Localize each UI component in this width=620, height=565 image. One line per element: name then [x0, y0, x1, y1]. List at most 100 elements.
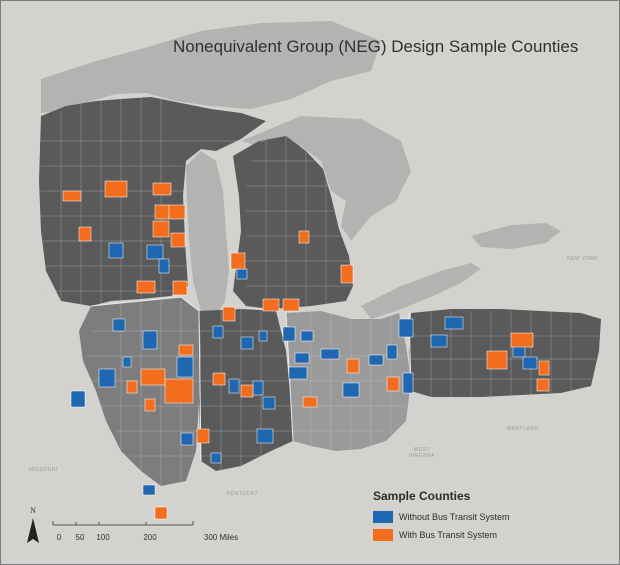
county-with-bus-transit: [178, 344, 194, 356]
county-boundaries: [41, 97, 599, 486]
county-without-bus-transit: [342, 382, 360, 398]
county-with-bus-transit: [136, 280, 156, 294]
county-with-bus-transit: [486, 350, 508, 370]
legend-swatch-without-bus: [373, 511, 393, 523]
legend-label: With Bus Transit System: [399, 530, 498, 540]
county-with-bus-transit: [212, 372, 226, 386]
county-with-bus-transit: [386, 376, 400, 392]
county-without-bus-transit: [212, 325, 224, 339]
county-with-bus-transit: [154, 506, 168, 520]
lake-michigan: [186, 151, 229, 316]
county-with-bus-transit: [346, 358, 360, 374]
county-without-bus-transit: [402, 372, 414, 394]
lake-erie: [361, 263, 481, 319]
counties-without-bus-transit: [70, 242, 538, 496]
county-without-bus-transit: [288, 366, 308, 380]
county-without-bus-transit: [146, 244, 164, 260]
county-without-bus-transit: [282, 326, 296, 342]
counties-with-bus-transit: [62, 180, 550, 520]
county-with-bus-transit: [302, 396, 318, 408]
north-arrow: N: [23, 506, 43, 515]
county-without-bus-transit: [320, 348, 340, 360]
place-label-missouri: MISSOURI: [29, 467, 58, 473]
legend-item: With Bus Transit System: [373, 529, 573, 541]
county-with-bus-transit: [196, 428, 210, 444]
region-illinois: [79, 297, 201, 486]
county-with-bus-transit: [144, 398, 156, 412]
county-without-bus-transit: [252, 380, 264, 396]
county-with-bus-transit: [262, 298, 280, 312]
county-with-bus-transit: [168, 204, 186, 220]
county-without-bus-transit: [256, 428, 274, 444]
scale-tick-label: 0: [56, 533, 62, 542]
scale-tick-label: 100: [96, 533, 110, 542]
legend-swatch-with-bus: [373, 529, 393, 541]
lake-superior: [41, 21, 381, 113]
county-with-bus-transit: [104, 180, 128, 198]
county-without-bus-transit: [236, 268, 248, 280]
place-label-maryland: MARYLAND: [507, 426, 539, 432]
county-with-bus-transit: [152, 182, 172, 196]
place-label-west-virginia: WEST VIRGINIA: [409, 447, 435, 459]
county-with-bus-transit: [298, 230, 310, 244]
county-with-bus-transit: [154, 204, 170, 220]
county-without-bus-transit: [240, 336, 254, 350]
county-with-bus-transit: [126, 380, 138, 394]
county-without-bus-transit: [142, 330, 158, 350]
county-without-bus-transit: [176, 356, 194, 378]
county-without-bus-transit: [98, 368, 116, 388]
county-with-bus-transit: [240, 384, 254, 398]
legend-label: Without Bus Transit System: [399, 512, 510, 522]
county-with-bus-transit: [538, 360, 550, 376]
county-without-bus-transit: [108, 242, 124, 259]
north-arrow-icon: [27, 518, 39, 543]
lake-ontario: [471, 223, 561, 249]
county-with-bus-transit: [152, 220, 170, 238]
region-wisconsin: [39, 97, 266, 306]
county-without-bus-transit: [522, 356, 538, 370]
legend-title: Sample Counties: [373, 489, 471, 503]
map-title: Nonequivalent Group (NEG) Design Sample …: [173, 37, 579, 56]
county-without-bus-transit: [398, 318, 414, 338]
county-with-bus-transit: [170, 232, 186, 248]
scale-tick-label: 50: [75, 533, 85, 542]
county-without-bus-transit: [368, 354, 384, 366]
county-without-bus-transit: [386, 344, 398, 360]
county-with-bus-transit: [510, 332, 534, 348]
scale-tick-label: 200: [143, 533, 157, 542]
county-with-bus-transit: [282, 298, 300, 312]
county-with-bus-transit: [62, 190, 82, 202]
legend-item: Without Bus Transit System: [373, 511, 573, 523]
county-without-bus-transit: [112, 318, 126, 332]
county-with-bus-transit: [78, 226, 92, 242]
county-without-bus-transit: [142, 484, 156, 496]
county-without-bus-transit: [294, 352, 310, 364]
county-with-bus-transit: [172, 280, 188, 296]
county-with-bus-transit: [230, 252, 246, 270]
place-label-new-york: NEW YORK: [567, 256, 599, 262]
legend: Sample Counties Without Bus Transit Syst…: [373, 489, 573, 547]
county-without-bus-transit: [228, 378, 240, 394]
county-with-bus-transit: [340, 264, 354, 284]
county-without-bus-transit: [122, 356, 132, 368]
place-label-kentucky: KENTUCKY: [227, 491, 259, 497]
scale-tick-label: 300 Miles: [203, 533, 239, 542]
county-without-bus-transit: [258, 330, 268, 342]
county-without-bus-transit: [262, 396, 276, 410]
county-without-bus-transit: [300, 330, 314, 342]
county-without-bus-transit: [70, 390, 86, 408]
scale-bar-graphic: [52, 521, 194, 526]
county-without-bus-transit: [430, 334, 448, 348]
north-label: N: [30, 506, 36, 515]
county-with-bus-transit: [536, 378, 550, 392]
region-michigan: [233, 136, 353, 309]
county-with-bus-transit: [222, 306, 236, 322]
county-with-bus-transit: [140, 368, 166, 386]
county-without-bus-transit: [180, 432, 194, 446]
county-without-bus-transit: [444, 316, 464, 330]
county-without-bus-transit: [210, 452, 222, 464]
county-without-bus-transit: [158, 258, 170, 274]
county-with-bus-transit: [164, 378, 194, 404]
